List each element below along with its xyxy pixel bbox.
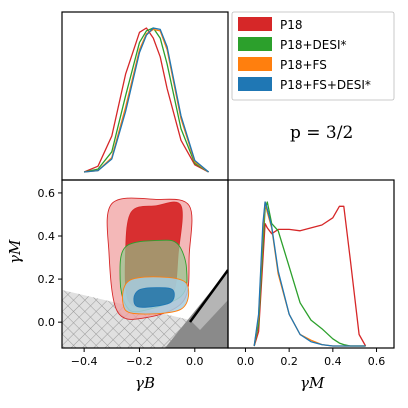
- x-tick-label: 0.4: [324, 355, 342, 368]
- curve-p18: [83, 27, 209, 173]
- contours: [106, 197, 193, 320]
- x-tick-label: −0.4: [71, 355, 98, 368]
- legend-label: P18+FS: [280, 58, 327, 72]
- legend-box: [231, 11, 395, 101]
- x-tick-label: 0.6: [368, 355, 386, 368]
- x-tick-label: −0.2: [126, 355, 153, 368]
- curve-p18-desi-: [83, 27, 209, 173]
- panel-gamma-m-marginal: 0.0 0.2 0.4 0.6 γM: [227, 179, 395, 392]
- x-tick-label: 0.0: [186, 355, 204, 368]
- y-axis-label: γM: [6, 239, 24, 264]
- curves: [83, 27, 210, 173]
- curve-p18-fs-desi-: [84, 27, 210, 173]
- y-tick-label: 0.6: [38, 187, 56, 200]
- legend-swatch: [238, 17, 272, 31]
- legend-label: P18: [280, 18, 303, 32]
- legend: P18 P18+DESI* P18+FS P18+FS+DESI*: [231, 11, 395, 101]
- y-tick-label: 0.0: [38, 316, 56, 329]
- x-tick-label: 0.2: [280, 355, 298, 368]
- ticks: 0.0 0.2 0.4 0.6: [237, 348, 386, 368]
- boundary-line: [188, 269, 228, 323]
- panel-gamma-b-marginal: [61, 11, 229, 181]
- curves: [253, 201, 367, 347]
- x-tick-label: 0.0: [237, 355, 255, 368]
- frame: [227, 179, 395, 349]
- curve-p18: [253, 205, 367, 347]
- legend-label: P18+DESI*: [280, 38, 347, 52]
- annotation-p: p = 3/2: [290, 123, 353, 143]
- x-axis-label: γB: [135, 374, 155, 392]
- panel-2d-contours: −0.4 −0.2 0.0 0.0 0.2 0.4 0.6 γB γM: [6, 179, 229, 392]
- legend-swatch: [238, 77, 272, 91]
- contour-p18-fs-desi-68-: [133, 287, 175, 308]
- y-tick-label: 0.2: [38, 273, 56, 286]
- ticks: −0.4 −0.2 0.0 0.0 0.2 0.4 0.6: [38, 187, 204, 368]
- y-tick-label: 0.4: [38, 230, 56, 243]
- curve-p18-fs-desi-: [253, 201, 366, 347]
- legend-swatch: [238, 57, 272, 71]
- x-axis-label-right: γM: [300, 374, 325, 392]
- legend-swatch: [238, 37, 272, 51]
- legend-label: P18+FS+DESI*: [280, 78, 371, 92]
- curve-p18-desi-: [253, 201, 366, 347]
